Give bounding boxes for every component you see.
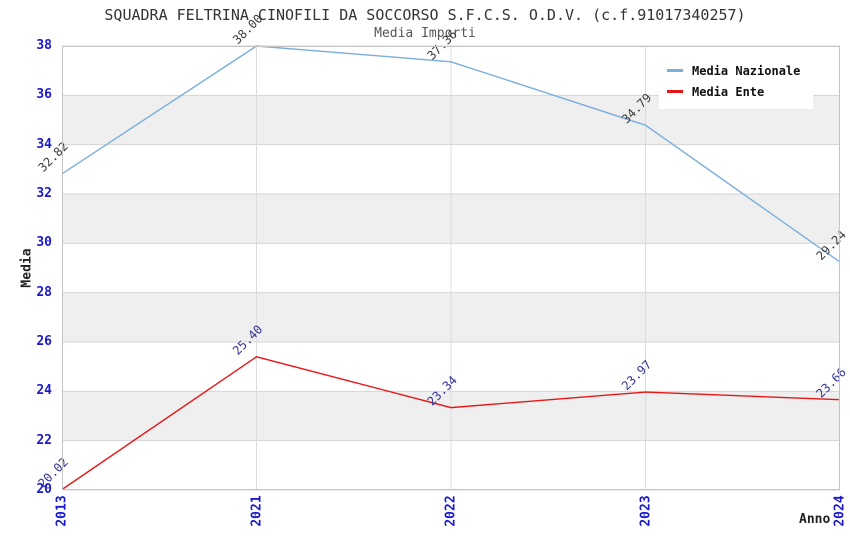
x-tick-label: 2022 — [443, 495, 459, 527]
chart-title: SQUADRA FELTRINA CINOFILI DA SOCCORSO S.… — [104, 6, 746, 24]
legend-swatch-icon — [667, 90, 683, 93]
legend-swatch-icon — [667, 69, 683, 72]
y-tick-label: 26 — [36, 334, 52, 349]
legend-label: Media Nazionale — [692, 63, 801, 78]
chart-subtitle: Media Importi — [374, 26, 476, 41]
y-tick-label: 30 — [36, 235, 52, 251]
y-tick-label: 36 — [36, 87, 52, 103]
series-line-0 — [61, 45, 841, 263]
y-tick-label: 22 — [36, 432, 52, 448]
y-axis-title: Media — [19, 248, 35, 288]
plot-border — [62, 46, 840, 490]
y-tick-label: 38 — [36, 38, 52, 53]
x-tick-label: 2024 — [832, 495, 848, 527]
y-tick-label: 20 — [36, 482, 52, 497]
legend: Media Nazionale Media Ente — [659, 53, 813, 109]
x-axis-title: Anno — [799, 512, 831, 527]
legend-item: Media Nazionale — [667, 60, 805, 81]
x-tick-label: 2013 — [54, 495, 70, 527]
x-tick-label: 2023 — [638, 495, 653, 527]
y-tick-label: 32 — [36, 186, 52, 201]
y-tick-label: 24 — [36, 383, 52, 399]
y-tick-label: 28 — [36, 284, 52, 300]
legend-item: Media Ente — [667, 81, 805, 102]
legend-label: Media Ente — [692, 84, 765, 99]
series-line-1 — [61, 356, 841, 491]
y-tick-label: 34 — [36, 136, 52, 152]
x-tick-label: 2021 — [249, 495, 264, 527]
